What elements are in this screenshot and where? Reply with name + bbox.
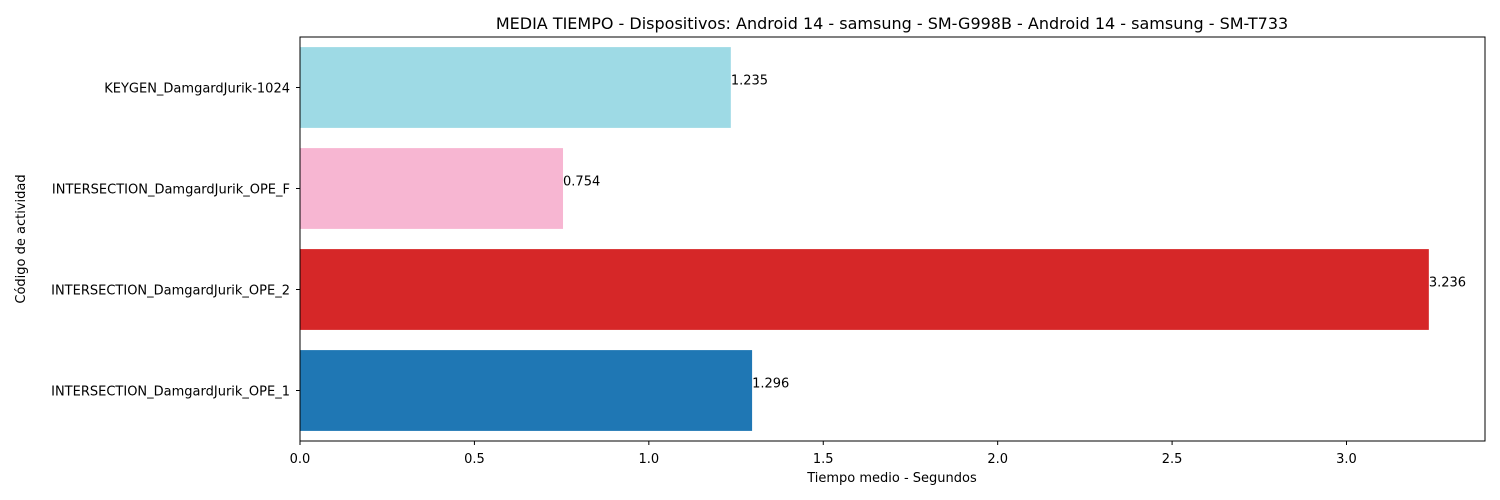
x-tick-label: 3.0 bbox=[1336, 452, 1357, 467]
data-labels-layer: 1.296 3.236 0.754 1.235 bbox=[563, 74, 1466, 392]
chart-title: MEDIA TIEMPO - Dispositivos: Android 14 … bbox=[496, 14, 1288, 33]
bars-layer bbox=[300, 47, 1429, 431]
bar-value-label: 1.296 bbox=[752, 377, 789, 392]
y-axis-label: Código de actividad bbox=[14, 174, 29, 303]
y-tick-label: KEYGEN_DamgardJurik-1024 bbox=[104, 82, 290, 97]
x-tick-label: 0.5 bbox=[464, 452, 485, 467]
bar-value-label: 1.235 bbox=[731, 74, 768, 89]
bar-value-label: 0.754 bbox=[563, 175, 600, 190]
bar-1 bbox=[300, 350, 753, 431]
x-tick-label: 1.5 bbox=[813, 452, 834, 467]
bar-3 bbox=[300, 148, 564, 229]
x-tick-label: 1.0 bbox=[638, 452, 659, 467]
x-tick-label: 2.0 bbox=[987, 452, 1008, 467]
plot-area-frame bbox=[299, 36, 1486, 442]
y-tick-label: INTERSECTION_DamgardJurik_OPE_2 bbox=[51, 284, 290, 299]
y-axis-ticks: INTERSECTION_DamgardJurik_OPE_1 INTERSECT… bbox=[51, 82, 300, 400]
y-tick-label: INTERSECTION_DamgardJurik_OPE_1 bbox=[51, 385, 290, 400]
bar-value-label: 3.236 bbox=[1429, 276, 1466, 291]
x-tick-label: 2.5 bbox=[1162, 452, 1183, 467]
y-tick-label: INTERSECTION_DamgardJurik_OPE_F bbox=[52, 183, 290, 198]
x-axis-ticks: 0.0 0.5 1.0 1.5 2.0 2.5 3.0 bbox=[290, 441, 1357, 467]
bar-4 bbox=[300, 47, 731, 128]
x-tick-label: 0.0 bbox=[290, 452, 311, 467]
x-axis-label: Tiempo medio - Segundos bbox=[806, 471, 977, 486]
bar-2 bbox=[300, 249, 1429, 330]
